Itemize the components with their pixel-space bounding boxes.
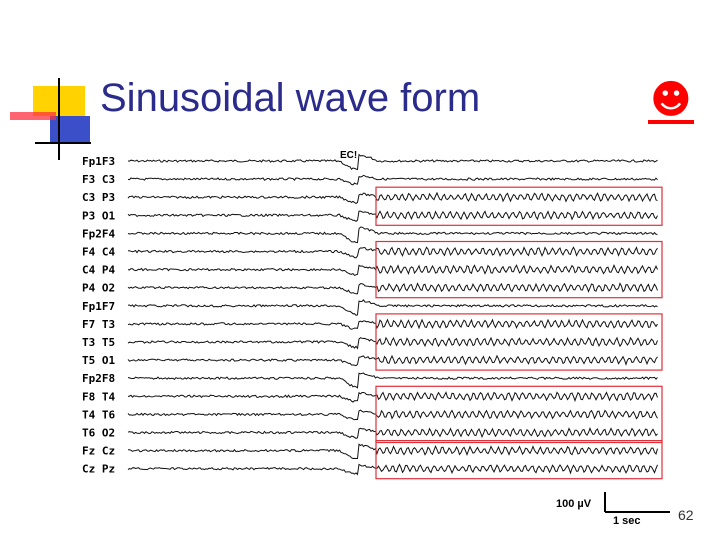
channel-trace [127,299,658,316]
channel-trace [127,372,658,389]
channel-label: T3 T5 [82,336,115,349]
eeg-channel-labels: Fp1F3 F3 C3 C3 P3 P3 O1 Fp2F4 F4 C4 C4 P4 P4 O2… [82,155,115,476]
channel-label: Fp1F7 [82,300,115,313]
channel-trace [127,191,658,205]
channel-trace [127,409,658,421]
channel-label: F3 C3 [82,173,115,186]
channel-trace [127,354,658,367]
channel-label: Fp1F3 [82,155,115,168]
channel-trace [127,174,658,186]
channel-trace [127,246,658,259]
channel-label: P3 O1 [82,209,115,222]
channel-label: T6 O2 [82,427,115,440]
channel-trace [127,153,658,171]
alpha-highlight-box [375,440,663,480]
channel-trace [127,391,658,403]
title-decoration [0,0,720,160]
channel-trace [127,226,658,244]
channel-label: Fz Cz [82,445,115,458]
channel-trace [127,443,658,460]
channel-trace [127,282,658,295]
eeg-annotation: EC! [340,150,357,161]
channel-label: Fp2F4 [82,227,115,240]
channel-label: C3 P3 [82,191,115,204]
eeg-recording: Fp1F3 F3 C3 C3 P3 P3 O1 Fp2F4 F4 C4 C4 P4 P4 O2… [82,150,670,527]
eeg-scale-bar: 100 µV 1 sec [556,492,670,527]
alpha-highlight-box [375,385,663,444]
smiley-icon: ☻ [648,77,694,124]
deco-red-bar [10,112,56,120]
channel-trace [127,427,658,439]
channel-label: F4 C4 [82,246,115,259]
channel-label: Cz Pz [82,463,115,476]
channel-label: F8 T4 [82,390,115,403]
eeg-traces [127,153,658,476]
eeg-highlight-boxes [375,186,663,480]
page-number: 62 [678,507,694,523]
deco-blue-square [50,116,90,144]
channel-label: Fp2F8 [82,372,115,385]
alpha-highlight-box [375,313,663,371]
alpha-highlight-box [375,240,663,299]
channel-label: T5 O1 [82,354,115,367]
channel-label: P4 O2 [82,282,115,295]
slide-title: Sinusoidal wave form [100,76,481,120]
channel-trace [127,463,658,476]
scale-amplitude-label: 100 µV [556,498,592,510]
channel-trace [127,318,658,330]
deco-horizontal-line [35,142,91,144]
channel-label: T4 T6 [82,408,115,421]
channel-trace [127,263,658,276]
alpha-highlight-box [375,186,663,226]
deco-vertical-line [58,78,60,160]
scale-time-label: 1 sec [613,515,641,527]
channel-label: C4 P4 [82,264,115,277]
channel-trace [127,336,658,350]
channel-trace [127,210,658,223]
channel-label: F7 T3 [82,318,115,331]
